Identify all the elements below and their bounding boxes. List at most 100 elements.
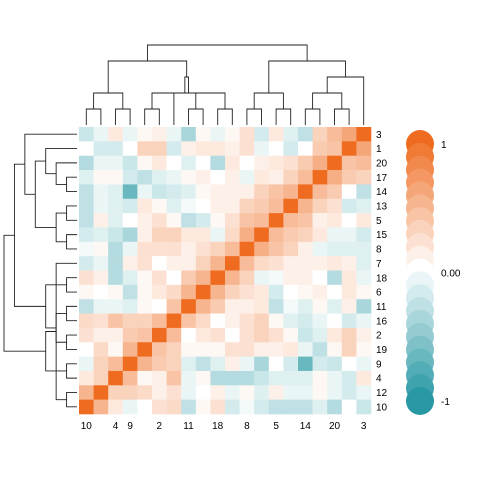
heatmap-cell-4-6 (195, 370, 211, 386)
heatmap-cell-15-4 (108, 227, 124, 243)
heatmap-cell-9-12 (93, 356, 109, 372)
heatmap-cell-17-1 (341, 170, 357, 185)
heatmap-cell-17-11 (181, 170, 197, 185)
heatmap-cell-18-1 (341, 270, 357, 286)
heatmap-cell-10-6 (195, 399, 211, 415)
heatmap-cell-12-5 (268, 385, 284, 400)
row-dendrogram-branch-4 (66, 277, 77, 293)
heatmap-cell-9-16 (166, 356, 182, 372)
row-dendrogram-branch-9 (66, 205, 77, 221)
row-dendrogram-branch-1 (66, 334, 77, 350)
heatmap-cell-10-4 (108, 399, 124, 415)
heatmap-cell-20-19 (137, 155, 153, 171)
heatmap-cell-5-11 (181, 213, 197, 228)
heatmap-cell-5-1 (341, 213, 357, 228)
heatmap-cell-9-10 (79, 356, 94, 372)
heatmap-cell-6-16 (166, 284, 182, 300)
heatmap-cell-1-18 (210, 141, 226, 156)
heatmap-cell-13-8 (239, 198, 255, 214)
heatmap-cell-4-5 (268, 370, 284, 386)
heatmap-cell-19-3 (356, 342, 372, 357)
heatmap-cell-19-6 (195, 342, 211, 357)
column-dendrogram-branch-6 (275, 108, 292, 125)
row-tick-label: 7 (376, 259, 382, 270)
column-dendrogram-branch-14 (312, 92, 343, 109)
heatmap-cell-18-14 (298, 270, 313, 286)
heatmap-cell-15-10 (79, 227, 94, 243)
heatmap-cell-11-13 (283, 299, 299, 314)
heatmap-cell-20-8 (239, 155, 255, 171)
heatmap-cell-1-12 (93, 141, 109, 156)
heatmap-cell-16-7 (225, 313, 240, 329)
column-dendrogram-branch-11 (151, 92, 226, 109)
heatmap-cell-15-12 (93, 227, 109, 243)
row-tick-label: 20 (376, 158, 388, 169)
column-tick-label: 5 (273, 421, 279, 432)
heatmap-cell-12-19 (137, 385, 153, 400)
heatmap-cell-17-17 (312, 170, 328, 185)
heatmap-cell-20-14 (298, 155, 313, 171)
heatmap-cell-5-17 (312, 213, 328, 228)
heatmap-cell-17-3 (356, 170, 372, 185)
heatmap-cell-7-5 (268, 256, 284, 271)
heatmap-cell-19-18 (210, 342, 226, 357)
heatmap-cell-18-12 (93, 270, 109, 286)
heatmap-cell-7-13 (283, 256, 299, 271)
heatmap-cell-17-4 (108, 170, 124, 185)
heatmap-cell-14-4 (108, 184, 124, 200)
column-dendrogram-branch-3 (188, 108, 204, 125)
heatmap-cell-19-2 (152, 342, 167, 357)
heatmap-cell-18-5 (268, 270, 284, 286)
heatmap-cell-8-13 (283, 241, 299, 257)
heatmap-cell-14-9 (122, 184, 138, 200)
heatmap-cell-20-2 (152, 155, 167, 171)
heatmap-cell-19-13 (283, 342, 299, 357)
heatmap-cell-2-4 (108, 327, 124, 343)
row-dendrogram-branch-0 (66, 305, 77, 322)
legend-color-swatch (406, 387, 434, 415)
heatmap-cell-4-10 (79, 370, 94, 386)
heatmap-cell-6-7 (225, 284, 240, 300)
heatmap-cell-15-19 (137, 227, 153, 243)
heatmap-cell-12-12 (93, 385, 109, 400)
heatmap-cell-16-15 (254, 313, 270, 329)
heatmap-cell-18-15 (254, 270, 270, 286)
heatmap-cell-6-8 (239, 284, 255, 300)
heatmap-cell-12-9 (122, 385, 138, 400)
heatmap-cell-8-12 (93, 241, 109, 257)
heatmap-cell-3-13 (283, 127, 299, 142)
heatmap-cell-7-15 (254, 256, 270, 271)
heatmap-cell-6-18 (210, 284, 226, 300)
heatmap-cell-7-6 (195, 256, 211, 271)
row-dendrogram-branch-14 (45, 148, 77, 175)
heatmap-cell-3-6 (195, 127, 211, 142)
heatmap-cell-6-17 (312, 284, 328, 300)
heatmap-cell-8-14 (298, 241, 313, 257)
heatmap-cell-18-20 (327, 270, 343, 286)
heatmap-cell-19-14 (298, 342, 313, 357)
heatmap-cell-10-18 (210, 399, 226, 415)
heatmap-cell-13-12 (93, 198, 109, 214)
heatmap-cell-19-11 (181, 342, 197, 357)
column-dendrogram-branch-12 (184, 76, 189, 93)
heatmap-cell-15-3 (356, 227, 372, 243)
heatmap-cell-3-12 (93, 127, 109, 142)
heatmap-cell-19-15 (254, 342, 270, 357)
heatmap-cell-15-11 (181, 227, 197, 243)
heatmap-cell-6-13 (283, 284, 299, 300)
column-tick-label: 14 (300, 421, 312, 432)
heatmap-cell-14-13 (283, 184, 299, 200)
heatmap-cell-20-15 (254, 155, 270, 171)
row-tick-label: 11 (376, 302, 387, 313)
heatmap-cell-3-4 (108, 127, 124, 142)
heatmap-cell-17-16 (166, 170, 182, 185)
heatmap-cell-4-1 (341, 370, 357, 386)
heatmap-cell-1-15 (254, 141, 270, 156)
heatmap-cell-6-1 (341, 284, 357, 300)
heatmap-cell-12-2 (152, 385, 167, 400)
heatmap-cell-5-16 (166, 213, 182, 228)
column-dendrogram-branch-2 (144, 108, 160, 125)
heatmap-cell-7-19 (137, 256, 153, 271)
heatmap-cell-9-17 (312, 356, 328, 372)
heatmap-cell-2-19 (137, 327, 153, 343)
